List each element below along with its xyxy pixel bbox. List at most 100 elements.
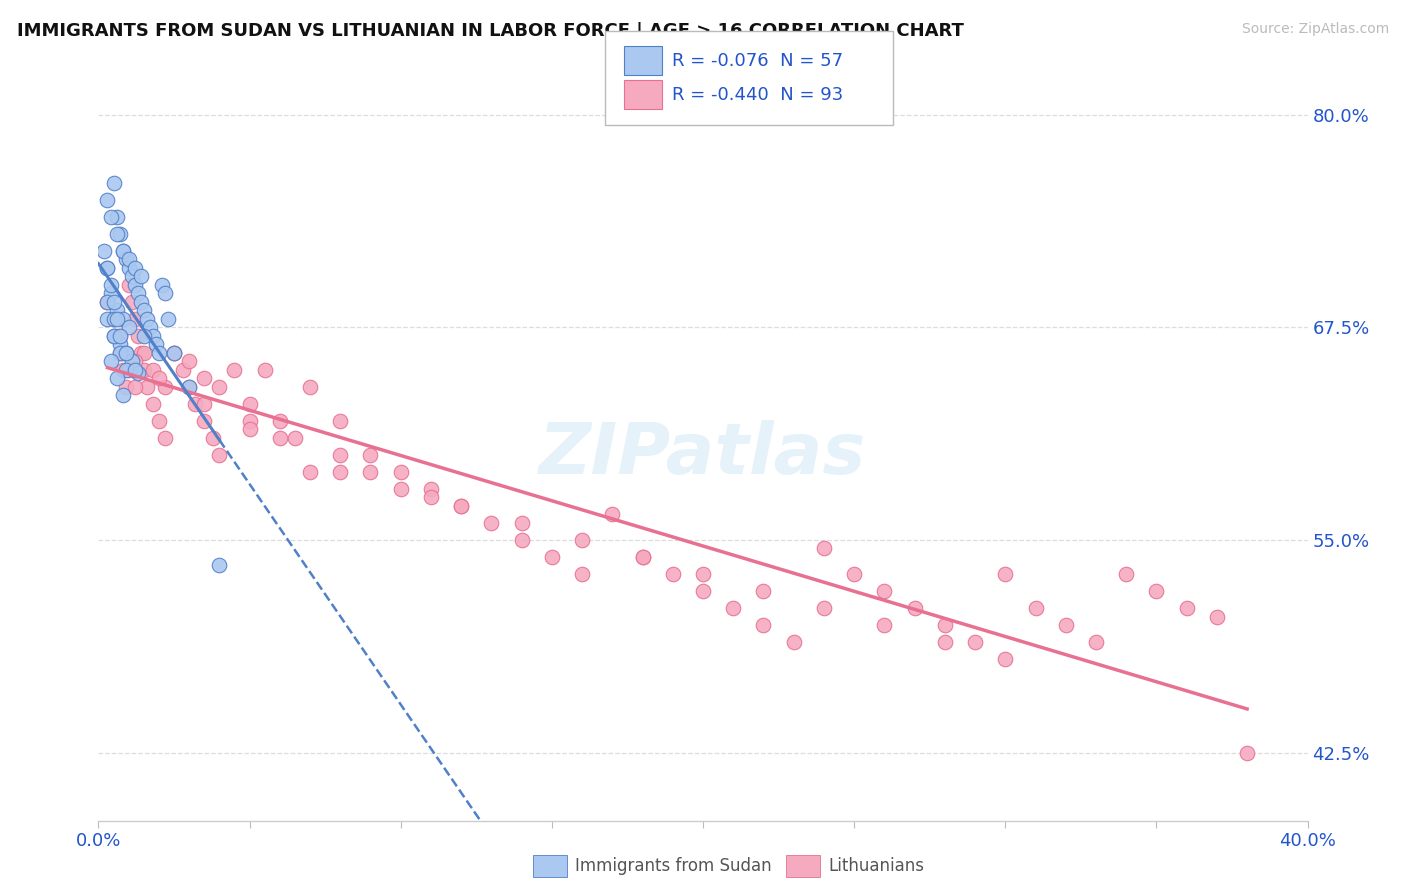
Point: [132, 329, 155, 343]
Point: [105, 329, 128, 343]
Point: [193, 397, 215, 411]
Point: [631, 549, 654, 564]
Point: [129, 269, 152, 284]
Point: [239, 414, 262, 428]
Point: [124, 260, 146, 275]
Point: [193, 414, 215, 428]
Point: [269, 431, 291, 445]
Point: [124, 277, 146, 292]
Point: [118, 363, 141, 377]
Point: [93, 244, 115, 258]
Point: [111, 363, 134, 377]
Point: [129, 294, 152, 309]
Point: [813, 541, 835, 556]
Point: [108, 337, 131, 351]
Point: [284, 431, 307, 445]
Point: [105, 303, 128, 318]
Point: [752, 618, 775, 632]
Point: [1024, 601, 1046, 615]
Point: [360, 465, 382, 479]
Point: [142, 329, 165, 343]
Point: [631, 549, 654, 564]
Point: [873, 584, 896, 599]
Text: Immigrants from Sudan: Immigrants from Sudan: [575, 857, 772, 875]
Point: [994, 566, 1017, 581]
Point: [108, 346, 131, 360]
Point: [124, 380, 146, 394]
Point: [269, 414, 291, 428]
Point: [1144, 584, 1167, 599]
Point: [179, 380, 201, 394]
Text: Lithuanians: Lithuanians: [828, 857, 924, 875]
Point: [142, 397, 165, 411]
Point: [723, 601, 745, 615]
Point: [139, 320, 162, 334]
Point: [153, 286, 176, 301]
Point: [153, 380, 176, 394]
Point: [114, 346, 136, 360]
Point: [118, 252, 141, 267]
Point: [118, 320, 141, 334]
Point: [114, 252, 136, 267]
Point: [135, 380, 157, 394]
Point: [118, 277, 141, 292]
Text: R = -0.076  N = 57: R = -0.076 N = 57: [672, 52, 844, 70]
Point: [108, 329, 131, 343]
Point: [100, 286, 122, 301]
Point: [148, 346, 170, 360]
Point: [661, 566, 683, 581]
Point: [299, 465, 322, 479]
Point: [96, 260, 118, 275]
Point: [148, 371, 170, 385]
Point: [100, 354, 122, 368]
Point: [111, 346, 134, 360]
Point: [208, 448, 231, 462]
Point: [934, 635, 956, 649]
Point: [108, 346, 131, 360]
Point: [96, 311, 118, 326]
Point: [96, 260, 118, 275]
Point: [103, 311, 125, 326]
Point: [873, 618, 896, 632]
Point: [148, 414, 170, 428]
Point: [124, 363, 146, 377]
Point: [153, 431, 176, 445]
Point: [692, 566, 714, 581]
Point: [124, 354, 146, 368]
Point: [202, 431, 225, 445]
Point: [111, 388, 134, 402]
Point: [96, 294, 118, 309]
Point: [450, 499, 472, 513]
Point: [208, 558, 231, 573]
Point: [239, 397, 262, 411]
Point: [163, 346, 186, 360]
Point: [111, 244, 134, 258]
Point: [150, 277, 173, 292]
Point: [360, 448, 382, 462]
Point: [105, 311, 128, 326]
Point: [172, 363, 194, 377]
Point: [142, 363, 165, 377]
Point: [253, 363, 276, 377]
Point: [111, 311, 134, 326]
Point: [103, 329, 125, 343]
Point: [783, 635, 806, 649]
Point: [571, 566, 593, 581]
Point: [114, 346, 136, 360]
Point: [105, 227, 128, 241]
Point: [1236, 746, 1258, 760]
Point: [193, 371, 215, 385]
Point: [510, 516, 533, 530]
Point: [571, 533, 593, 547]
Point: [135, 311, 157, 326]
Point: [420, 491, 443, 505]
Point: [299, 380, 322, 394]
Point: [224, 363, 246, 377]
Point: [208, 380, 231, 394]
Point: [103, 311, 125, 326]
Text: IMMIGRANTS FROM SUDAN VS LITHUANIAN IN LABOR FORCE | AGE > 16 CORRELATION CHART: IMMIGRANTS FROM SUDAN VS LITHUANIAN IN L…: [17, 22, 963, 40]
Point: [752, 584, 775, 599]
Point: [329, 414, 352, 428]
Point: [163, 346, 186, 360]
Point: [179, 380, 201, 394]
